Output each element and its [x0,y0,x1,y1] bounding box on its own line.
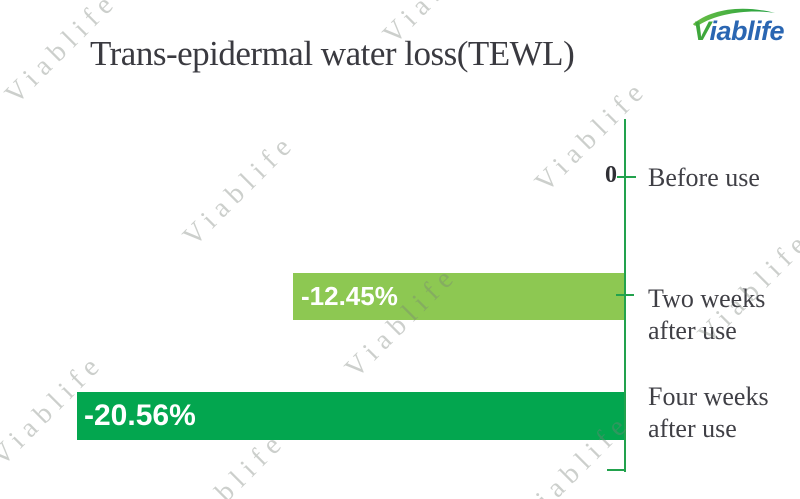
axis-tick-bottom [607,469,626,471]
bar-value-label-four-weeks: -20.56% [84,399,196,432]
bar-two-weeks-after-use: -12.45% [293,273,624,320]
brand-wordmark: Viablife [664,18,785,45]
bar-value-label-two-weeks: -12.45% [301,281,398,311]
category-label-four-weeks: Four weeks after use [648,382,769,443]
category-label-before-use: Before use [648,163,760,192]
axis-tick-two-weeks [616,294,634,296]
baseline-zero-label: 0 [605,162,617,188]
chart-title: Trans-epidermal water loss(TEWL) [90,34,575,73]
axis-tick-zero [617,176,636,178]
bar-four-weeks-after-use: -20.56% [77,392,624,440]
viablife-logo: Viablife [664,6,785,45]
brand-rest-text: iablife [709,16,784,46]
watermark-text: Viablife [177,127,303,253]
brand-letter-v: V [692,16,710,46]
category-label-two-weeks: Two weeks after use [648,284,766,345]
leaf-icon [693,8,775,26]
